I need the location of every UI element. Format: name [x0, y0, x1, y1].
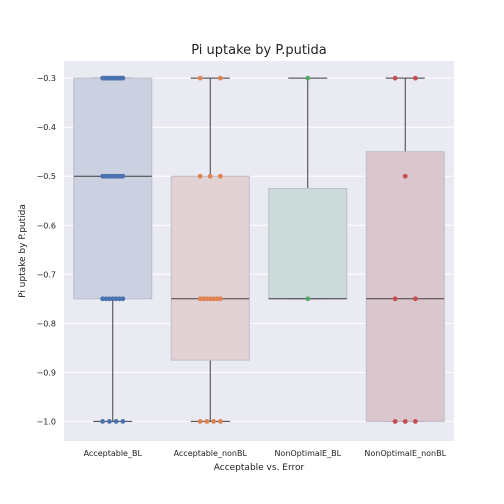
chart-title: Pi uptake by P.putida	[191, 43, 327, 58]
data-point	[113, 418, 119, 424]
data-point	[412, 296, 418, 302]
data-point	[197, 296, 203, 302]
data-point	[412, 75, 418, 81]
data-point	[211, 418, 217, 424]
data-point	[106, 418, 112, 424]
data-point	[120, 75, 126, 81]
data-point	[402, 418, 408, 424]
data-point	[204, 296, 210, 302]
y-tick-label: −0.7	[37, 270, 56, 279]
y-axis-ticks: −0.3 −0.4 −0.5 −0.6 −0.7 −0.8 −0.9 −1.0	[37, 74, 56, 426]
data-point	[402, 173, 408, 179]
data-point	[120, 418, 126, 424]
x-axis-ticks: Acceptable_BL Acceptable_nonBL NonOptimalE…	[84, 449, 447, 458]
data-point	[113, 296, 119, 302]
y-tick-label: −0.5	[37, 172, 56, 181]
data-point	[217, 173, 223, 179]
y-tick-label: −1.0	[37, 417, 56, 426]
strip-points	[100, 75, 418, 424]
data-point	[106, 296, 112, 302]
box	[73, 77, 153, 300]
data-point	[214, 296, 220, 302]
box	[170, 175, 250, 361]
box	[365, 151, 445, 422]
y-tick-label: −0.8	[37, 319, 56, 328]
data-point	[217, 75, 223, 81]
data-point	[207, 296, 213, 302]
y-tick-label: −0.6	[37, 221, 56, 230]
data-point	[392, 418, 398, 424]
box-layer	[73, 77, 445, 422]
data-point	[305, 75, 311, 81]
data-point	[120, 173, 126, 179]
data-point	[197, 75, 203, 81]
data-point	[207, 173, 213, 179]
data-point	[217, 296, 223, 302]
data-point	[392, 75, 398, 81]
x-axis-label: Acceptable vs. Error	[214, 463, 305, 473]
data-point	[103, 296, 109, 302]
data-point	[120, 296, 126, 302]
y-tick-label: −0.4	[37, 123, 56, 132]
x-tick-label: NonOptimalE_BL	[274, 449, 341, 458]
data-point	[204, 418, 210, 424]
data-point	[412, 418, 418, 424]
data-point	[110, 296, 116, 302]
data-point	[211, 296, 217, 302]
data-point	[117, 296, 122, 302]
data-point	[100, 418, 106, 424]
box	[268, 187, 348, 300]
data-point	[201, 296, 206, 302]
box-group	[170, 77, 250, 422]
y-tick-label: −0.9	[37, 368, 56, 377]
y-tick-label: −0.3	[37, 74, 56, 83]
data-point	[100, 296, 106, 302]
data-point	[217, 418, 223, 424]
y-axis-label: Pi uptake by P.putida	[18, 204, 28, 298]
data-point	[197, 418, 203, 424]
box-group	[268, 77, 348, 300]
data-point	[197, 173, 203, 179]
x-tick-label: NonOptimalE_nonBL	[364, 449, 446, 458]
data-point	[392, 296, 398, 302]
x-tick-label: Acceptable_BL	[84, 449, 143, 458]
data-point	[305, 296, 311, 302]
box-group	[365, 77, 445, 422]
x-tick-label: Acceptable_nonBL	[174, 449, 248, 458]
